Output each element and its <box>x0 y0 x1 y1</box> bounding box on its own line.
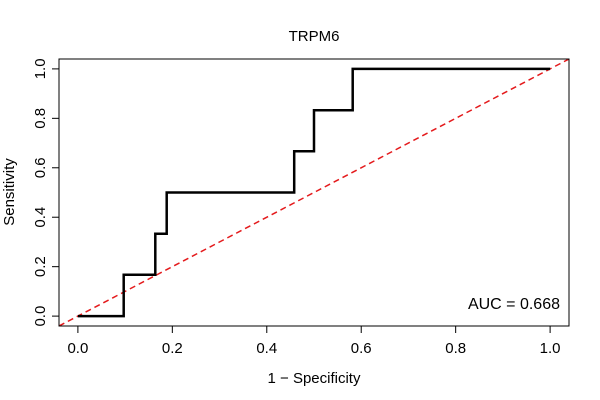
x-tick-label: 0.6 <box>351 340 372 357</box>
y-tick-label: 0.4 <box>32 207 49 228</box>
chart-title: TRPM6 <box>289 28 340 45</box>
y-tick-label: 0.2 <box>32 256 49 277</box>
x-tick-label: 0.4 <box>256 340 277 357</box>
plot-frame <box>58 58 570 327</box>
roc-curve-line <box>77 67 551 318</box>
y-axis-label: Sensitivity <box>1 158 18 226</box>
x-tick-label: 0.8 <box>445 340 466 357</box>
y-tick-label: 1.0 <box>32 58 49 79</box>
reference-diagonal-line <box>59 59 569 326</box>
x-axis-label: 1 − Specificity <box>268 370 361 387</box>
y-tick-label: 0.6 <box>32 157 49 178</box>
y-tick-label: 0.0 <box>32 306 49 327</box>
x-axis: 0.0 0.2 0.4 0.6 0.8 1.0 <box>67 325 561 357</box>
x-tick-label: 1.0 <box>540 340 561 357</box>
y-axis: 0.0 0.2 0.4 0.6 0.8 1.0 <box>32 58 60 327</box>
x-tick-label: 0.2 <box>162 340 183 357</box>
auc-annotation: AUC = 0.668 <box>468 296 560 313</box>
x-tick-label: 0.0 <box>67 340 88 357</box>
y-tick-label: 0.8 <box>32 108 49 129</box>
